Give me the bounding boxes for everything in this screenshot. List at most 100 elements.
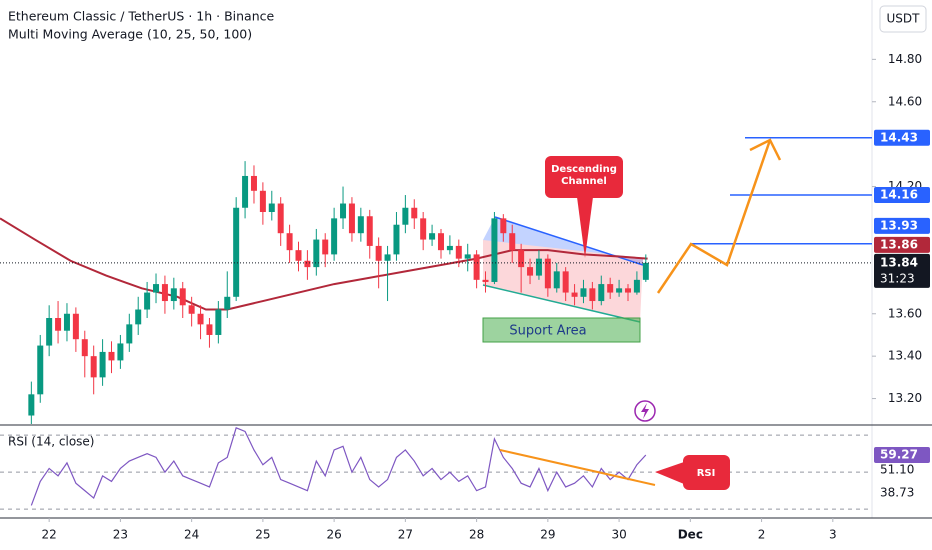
level-price: 14.43 bbox=[880, 130, 918, 144]
candle-body bbox=[188, 305, 195, 314]
x-tick-label: Dec bbox=[678, 528, 703, 542]
candle-body bbox=[313, 239, 320, 268]
candle-body bbox=[473, 254, 480, 280]
candle-body bbox=[580, 288, 587, 297]
candle-body bbox=[99, 351, 106, 378]
candle-body bbox=[277, 203, 284, 234]
candle-body bbox=[28, 394, 35, 416]
x-tick-label: 26 bbox=[326, 528, 341, 542]
candle-body bbox=[331, 218, 338, 255]
candle-body bbox=[108, 351, 115, 361]
rsi-callout-box bbox=[683, 455, 730, 490]
candle-body bbox=[491, 218, 498, 282]
support-label: Suport Area bbox=[509, 324, 586, 339]
candle-body bbox=[455, 245, 462, 259]
candle-body bbox=[393, 224, 400, 255]
candle-body bbox=[446, 245, 453, 251]
candle-body bbox=[527, 267, 534, 276]
x-tick-label: 29 bbox=[540, 528, 555, 542]
candle-body bbox=[37, 345, 44, 395]
candle-body bbox=[170, 288, 177, 302]
candle-body bbox=[357, 216, 364, 234]
candle-body bbox=[197, 313, 204, 325]
candle-body bbox=[144, 292, 151, 310]
rsi-line bbox=[30, 426, 647, 506]
candle-body bbox=[242, 175, 249, 208]
currency: USDT bbox=[887, 12, 921, 26]
candle-body bbox=[179, 288, 186, 306]
candle-body bbox=[464, 254, 471, 259]
candle-body bbox=[117, 343, 124, 361]
candle-body bbox=[518, 250, 525, 268]
candle-body bbox=[340, 203, 347, 219]
arrow-head bbox=[749, 138, 782, 161]
candle-body bbox=[598, 284, 605, 302]
annotations-front: Suport Area RSI USDT Ethereum Classic / … bbox=[8, 5, 927, 490]
y-tick-label: 13.60 bbox=[888, 306, 922, 320]
x-tick-label: 23 bbox=[113, 528, 128, 542]
rsi-marker: 51.10 bbox=[880, 463, 914, 477]
candle-body bbox=[366, 216, 373, 246]
indicator-title: Multi Moving Average (10, 25, 50, 100) bbox=[8, 27, 252, 42]
symbol-title: Ethereum Classic / TetherUS · 1h · Binan… bbox=[8, 9, 275, 24]
x-tick-label: 27 bbox=[398, 528, 413, 542]
rsi-value: 59.27 bbox=[880, 448, 918, 462]
candle-body bbox=[250, 175, 257, 191]
level-price-box bbox=[874, 217, 930, 234]
candle-body bbox=[429, 233, 436, 240]
candle-body bbox=[437, 233, 444, 251]
countdown: 31:23 bbox=[880, 271, 915, 285]
moving-average bbox=[0, 217, 648, 311]
candle-body bbox=[72, 313, 79, 340]
channel-bottom-line bbox=[482, 284, 641, 323]
candle-body bbox=[571, 292, 578, 297]
candle-body bbox=[304, 260, 311, 268]
candle-body bbox=[624, 288, 631, 293]
x-tick-label: 3 bbox=[829, 528, 837, 542]
candle-body bbox=[375, 245, 382, 261]
candle-body bbox=[633, 279, 640, 293]
candle-body bbox=[616, 288, 623, 293]
ma-price: 13.86 bbox=[880, 237, 918, 251]
x-tick-label: 25 bbox=[255, 528, 270, 542]
support-area bbox=[482, 317, 641, 343]
candle-body bbox=[259, 190, 266, 212]
candle-body bbox=[535, 258, 542, 276]
y-tick-label: 14.60 bbox=[888, 94, 922, 108]
projection-arrow bbox=[656, 139, 772, 294]
candle-body bbox=[161, 284, 168, 302]
callout-box bbox=[545, 156, 623, 198]
candle-body bbox=[348, 203, 355, 234]
rsi-trendline bbox=[499, 449, 656, 486]
y-tick-label: 13.40 bbox=[888, 349, 922, 363]
candle-body bbox=[420, 218, 427, 240]
candle-body bbox=[500, 218, 507, 234]
candle-body bbox=[642, 262, 649, 280]
candle-body bbox=[509, 233, 516, 251]
level-price: 13.93 bbox=[880, 218, 918, 232]
candle-body bbox=[607, 284, 614, 293]
x-tick-label: 30 bbox=[611, 528, 626, 542]
candle-body bbox=[215, 309, 222, 335]
candle-body bbox=[55, 318, 62, 331]
candle-body bbox=[233, 207, 240, 297]
candle-body bbox=[126, 324, 133, 344]
candle-body bbox=[153, 284, 160, 293]
candle-body bbox=[589, 288, 596, 302]
candle-body bbox=[90, 356, 97, 378]
candle-body bbox=[206, 324, 213, 335]
current-price: 13.84 bbox=[880, 255, 918, 269]
candle-body bbox=[81, 339, 88, 357]
candle-body bbox=[286, 233, 293, 251]
candle-body bbox=[322, 239, 329, 255]
currency-box[interactable] bbox=[879, 5, 927, 33]
lightning bbox=[641, 403, 649, 419]
x-tick-label: 28 bbox=[469, 528, 484, 542]
level-price-box bbox=[874, 187, 930, 204]
candle-body bbox=[295, 250, 302, 261]
candle-body bbox=[402, 207, 409, 225]
candle-body bbox=[482, 279, 489, 282]
level-price: 14.16 bbox=[880, 188, 918, 202]
